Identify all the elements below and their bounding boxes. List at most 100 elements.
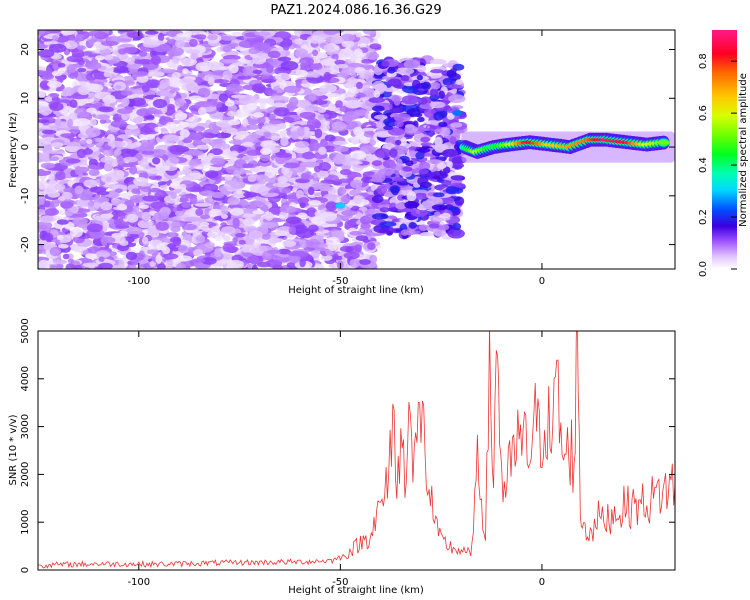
- noise-blob: [415, 151, 425, 160]
- noise-blob: [246, 149, 261, 156]
- spectrogram-ylabel: Frequency (Hz): [8, 112, 19, 188]
- noise-blob: [182, 68, 189, 75]
- y-tick-label: 4000: [20, 366, 31, 391]
- noise-blob: [421, 81, 431, 91]
- noise-blob: [283, 162, 300, 169]
- noise-blob: [238, 40, 257, 48]
- noise-blob: [280, 136, 289, 147]
- noise-blob: [58, 209, 66, 216]
- noise-blob: [58, 244, 69, 249]
- noise-blob: [376, 121, 386, 130]
- noise-blob: [355, 235, 369, 242]
- noise-blob: [235, 130, 250, 138]
- noise-blob: [51, 70, 63, 77]
- noise-blob: [71, 48, 84, 58]
- noise-blob: [162, 246, 171, 255]
- colorbar-tick-label: 0.2: [698, 209, 709, 225]
- noise-blob: [154, 126, 161, 132]
- noise-blob: [356, 36, 371, 46]
- noise-blob: [176, 262, 186, 269]
- noise-blob: [142, 42, 160, 48]
- noise-blob: [142, 236, 149, 245]
- noise-blob: [247, 200, 265, 207]
- noise-blob: [406, 191, 417, 202]
- noise-blob: [349, 230, 363, 236]
- noise-blob: [52, 64, 59, 70]
- noise-blob: [126, 226, 143, 235]
- noise-blob: [190, 53, 199, 60]
- x-tick-label: -100: [127, 577, 150, 588]
- noise-blob: [190, 258, 206, 263]
- noise-blob: [354, 244, 362, 253]
- notable-point: [335, 202, 346, 209]
- noise-blob: [406, 108, 421, 117]
- noise-blob: [57, 62, 66, 68]
- noise-blob: [306, 35, 325, 44]
- noise-blob: [272, 264, 283, 269]
- noise-blob: [374, 131, 393, 138]
- noise-blob: [274, 230, 289, 236]
- spectrogram-xlabel: Height of straight line (km): [288, 285, 424, 296]
- noise-blob: [238, 94, 257, 105]
- noise-blob: [38, 30, 49, 37]
- notable-point: [452, 109, 463, 116]
- noise-blob: [417, 97, 428, 105]
- noise-blob: [391, 186, 400, 196]
- noise-blob: [205, 170, 219, 179]
- noise-blob: [226, 83, 243, 93]
- noise-blob: [419, 161, 431, 171]
- noise-blob: [182, 223, 197, 231]
- noise-blob: [98, 114, 111, 121]
- noise-blob: [207, 61, 224, 69]
- noise-blob: [228, 63, 239, 74]
- noise-blob: [85, 127, 101, 137]
- noise-blob: [246, 102, 258, 111]
- noise-blob: [236, 108, 250, 118]
- noise-blob: [288, 96, 299, 107]
- noise-blob: [371, 160, 383, 167]
- noise-blob: [396, 158, 403, 169]
- noise-blob: [49, 102, 64, 112]
- noise-blob: [138, 133, 156, 140]
- noise-blob: [450, 162, 465, 169]
- noise-blob: [134, 59, 143, 64]
- noise-blob: [242, 141, 254, 147]
- noise-blob: [265, 89, 277, 95]
- noise-blob: [85, 61, 102, 70]
- noise-blob: [443, 105, 452, 112]
- noise-blob: [336, 63, 349, 69]
- noise-blob: [220, 205, 229, 215]
- noise-blob: [42, 129, 57, 135]
- noise-blob: [397, 194, 405, 201]
- noise-blob: [389, 148, 398, 158]
- noise-blob: [305, 238, 321, 248]
- noise-blob: [202, 228, 221, 233]
- noise-blob: [446, 84, 462, 89]
- noise-blob: [194, 76, 203, 85]
- noise-blob: [142, 85, 150, 93]
- noise-blob: [122, 156, 138, 163]
- noise-blob: [429, 101, 446, 109]
- noise-blob: [388, 127, 405, 136]
- noise-blob: [200, 221, 210, 227]
- noise-blob: [83, 179, 98, 188]
- colorbar-label: Normalized spectral amplitude: [738, 73, 749, 227]
- noise-blob: [242, 118, 249, 127]
- noise-blob: [325, 201, 338, 212]
- noise-blob: [288, 226, 297, 235]
- noise-blob: [252, 69, 263, 74]
- noise-blob: [260, 140, 277, 149]
- noise-blob: [121, 97, 130, 107]
- noise-blob: [403, 59, 421, 69]
- noise-blob: [378, 168, 395, 176]
- noise-blob: [345, 247, 352, 252]
- noise-blob: [212, 139, 223, 145]
- noise-blob: [226, 111, 239, 117]
- noise-blob: [267, 249, 281, 254]
- noise-blob: [400, 74, 410, 82]
- noise-blob: [237, 75, 252, 80]
- noise-blob: [291, 250, 309, 258]
- noise-blob: [429, 88, 439, 97]
